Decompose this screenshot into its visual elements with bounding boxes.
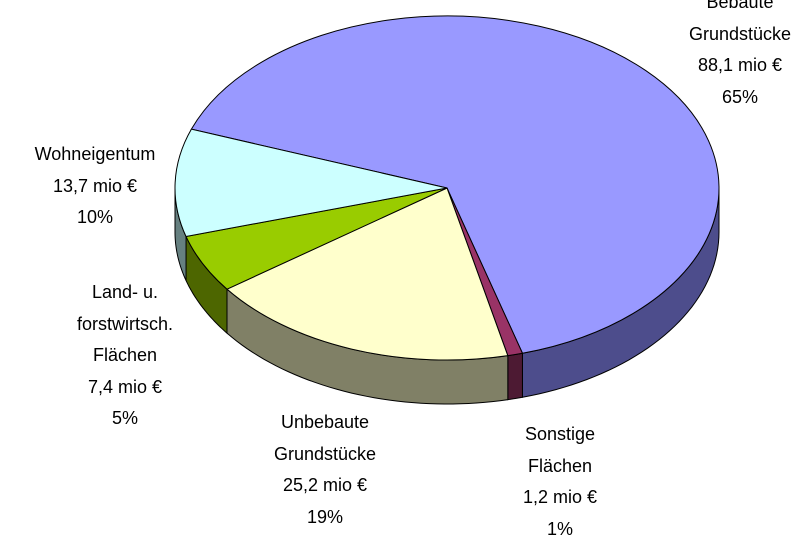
label-value: 88,1 mio € (640, 50, 807, 82)
label-percent: 5% (25, 403, 225, 435)
slice-side (508, 353, 523, 399)
label-percent: 10% (0, 202, 195, 234)
label-value: 25,2 mio € (225, 470, 425, 502)
label-value: 7,4 mio € (25, 372, 225, 404)
label-percent: 65% (640, 82, 807, 114)
label-value: 13,7 mio € (0, 171, 195, 203)
label-value: 1,2 mio € (460, 482, 660, 514)
label-name: Unbebaute Grundstücke (225, 407, 425, 470)
label-name: Sonstige Flächen (460, 419, 660, 482)
label-percent: 19% (225, 502, 425, 534)
page: (() => { const data = JSON.parse(documen… (0, 0, 807, 533)
label-name: Land- u. forstwirtsch. Flächen (25, 277, 225, 372)
label-name: Wohneigentum (0, 139, 195, 171)
label-name: Bebaute Grundstücke (640, 0, 807, 50)
label-percent: 1% (460, 514, 660, 545)
